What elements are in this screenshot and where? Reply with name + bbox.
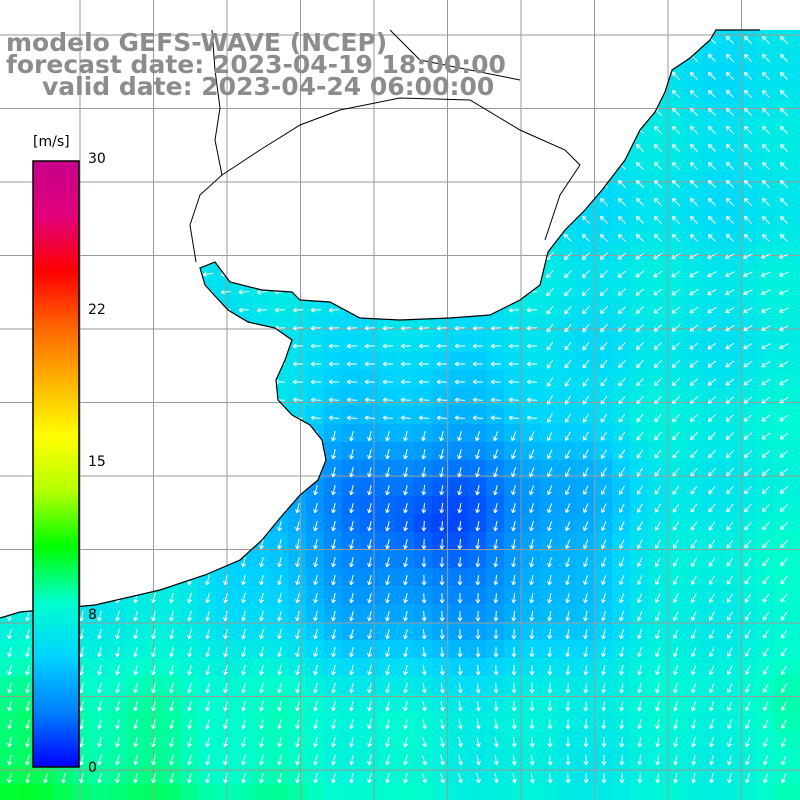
colorbar-unit: [m/s]	[33, 134, 70, 150]
title-model: modelo GEFS-WAVE (NCEP)	[6, 28, 388, 57]
colorbar-tick-8: 8	[88, 607, 97, 623]
colorbar-tick-0: 0	[88, 760, 97, 776]
title-forecast-date: forecast date: 2023-04-19 18:00:00	[6, 50, 506, 79]
colorbar-tick-30: 30	[88, 151, 106, 167]
title-valid-date: valid date: 2023-04-24 06:00:00	[42, 72, 495, 101]
wind-speed-field	[0, 30, 800, 800]
colorbar	[32, 160, 80, 768]
colorbar-tick-15: 15	[88, 454, 106, 470]
colorbar-tick-22: 22	[88, 302, 106, 318]
coastline	[0, 29, 760, 619]
